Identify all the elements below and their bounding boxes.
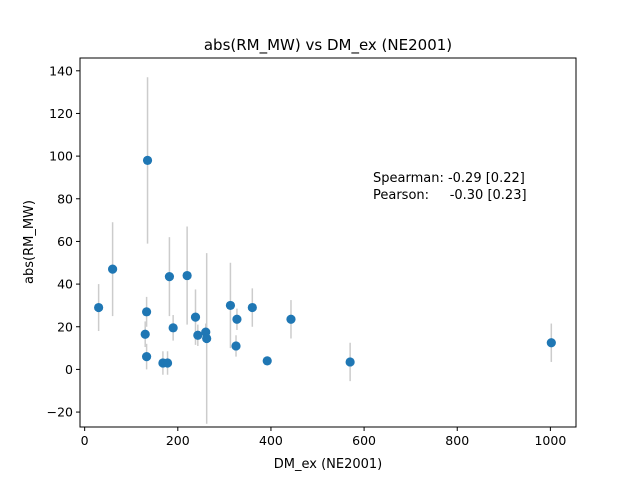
y-tick-label-0: 0 bbox=[65, 362, 73, 377]
data-point-19 bbox=[262, 356, 272, 366]
x-tick-label-200: 200 bbox=[166, 433, 190, 448]
y-tick-label--20: −20 bbox=[47, 405, 73, 420]
x-tick-label-1000: 1000 bbox=[534, 433, 566, 448]
spearman-annotation: Spearman: -0.29 [0.22] bbox=[373, 171, 525, 186]
plot-area-frame bbox=[79, 57, 577, 428]
data-point-14 bbox=[202, 333, 212, 344]
data-point-5 bbox=[142, 155, 153, 165]
data-point-20 bbox=[286, 314, 296, 324]
x-axis-ticks: 0 200 400 600 800 1000 bbox=[81, 427, 566, 448]
data-point-9 bbox=[168, 323, 178, 333]
y-tick-label-140: 140 bbox=[49, 63, 73, 78]
data-point-17 bbox=[232, 314, 242, 324]
y-tick-label-40: 40 bbox=[57, 277, 73, 292]
y-axis-ticks: −20 0 20 40 60 80 100 120 140 bbox=[47, 63, 80, 420]
data-point-16 bbox=[231, 341, 241, 351]
x-tick-label-600: 600 bbox=[352, 433, 376, 448]
errorbar-group bbox=[97, 77, 553, 424]
data-point-4 bbox=[141, 352, 152, 362]
y-tick-label-60: 60 bbox=[57, 234, 73, 249]
data-point-1 bbox=[108, 264, 118, 274]
data-point-22 bbox=[546, 338, 556, 348]
data-point-2 bbox=[140, 329, 150, 339]
pearson-annotation: Pearson: -0.30 [0.23] bbox=[373, 188, 527, 203]
data-point-15 bbox=[225, 300, 236, 311]
data-point-8 bbox=[164, 272, 175, 282]
data-point-18 bbox=[247, 302, 257, 313]
x-axis-label: DM_ex (NE2001) bbox=[274, 457, 383, 472]
chart-title: abs(RM_MW) vs DM_ex (NE2001) bbox=[204, 36, 452, 55]
x-tick-label-0: 0 bbox=[81, 433, 89, 448]
y-tick-label-20: 20 bbox=[57, 319, 73, 334]
data-points-group bbox=[94, 155, 556, 368]
data-point-21 bbox=[345, 357, 355, 367]
y-tick-label-100: 100 bbox=[49, 149, 73, 164]
data-point-11 bbox=[190, 312, 201, 322]
data-point-0 bbox=[94, 302, 104, 313]
y-axis-label: abs(RM_MW) bbox=[22, 200, 37, 284]
data-point-3 bbox=[141, 307, 152, 317]
x-tick-label-400: 400 bbox=[259, 433, 283, 448]
x-tick-label-800: 800 bbox=[445, 433, 469, 448]
y-tick-label-120: 120 bbox=[49, 106, 73, 121]
y-tick-label-80: 80 bbox=[57, 191, 73, 206]
data-point-12 bbox=[193, 330, 203, 340]
data-point-10 bbox=[182, 270, 192, 281]
data-point-7 bbox=[162, 358, 173, 368]
